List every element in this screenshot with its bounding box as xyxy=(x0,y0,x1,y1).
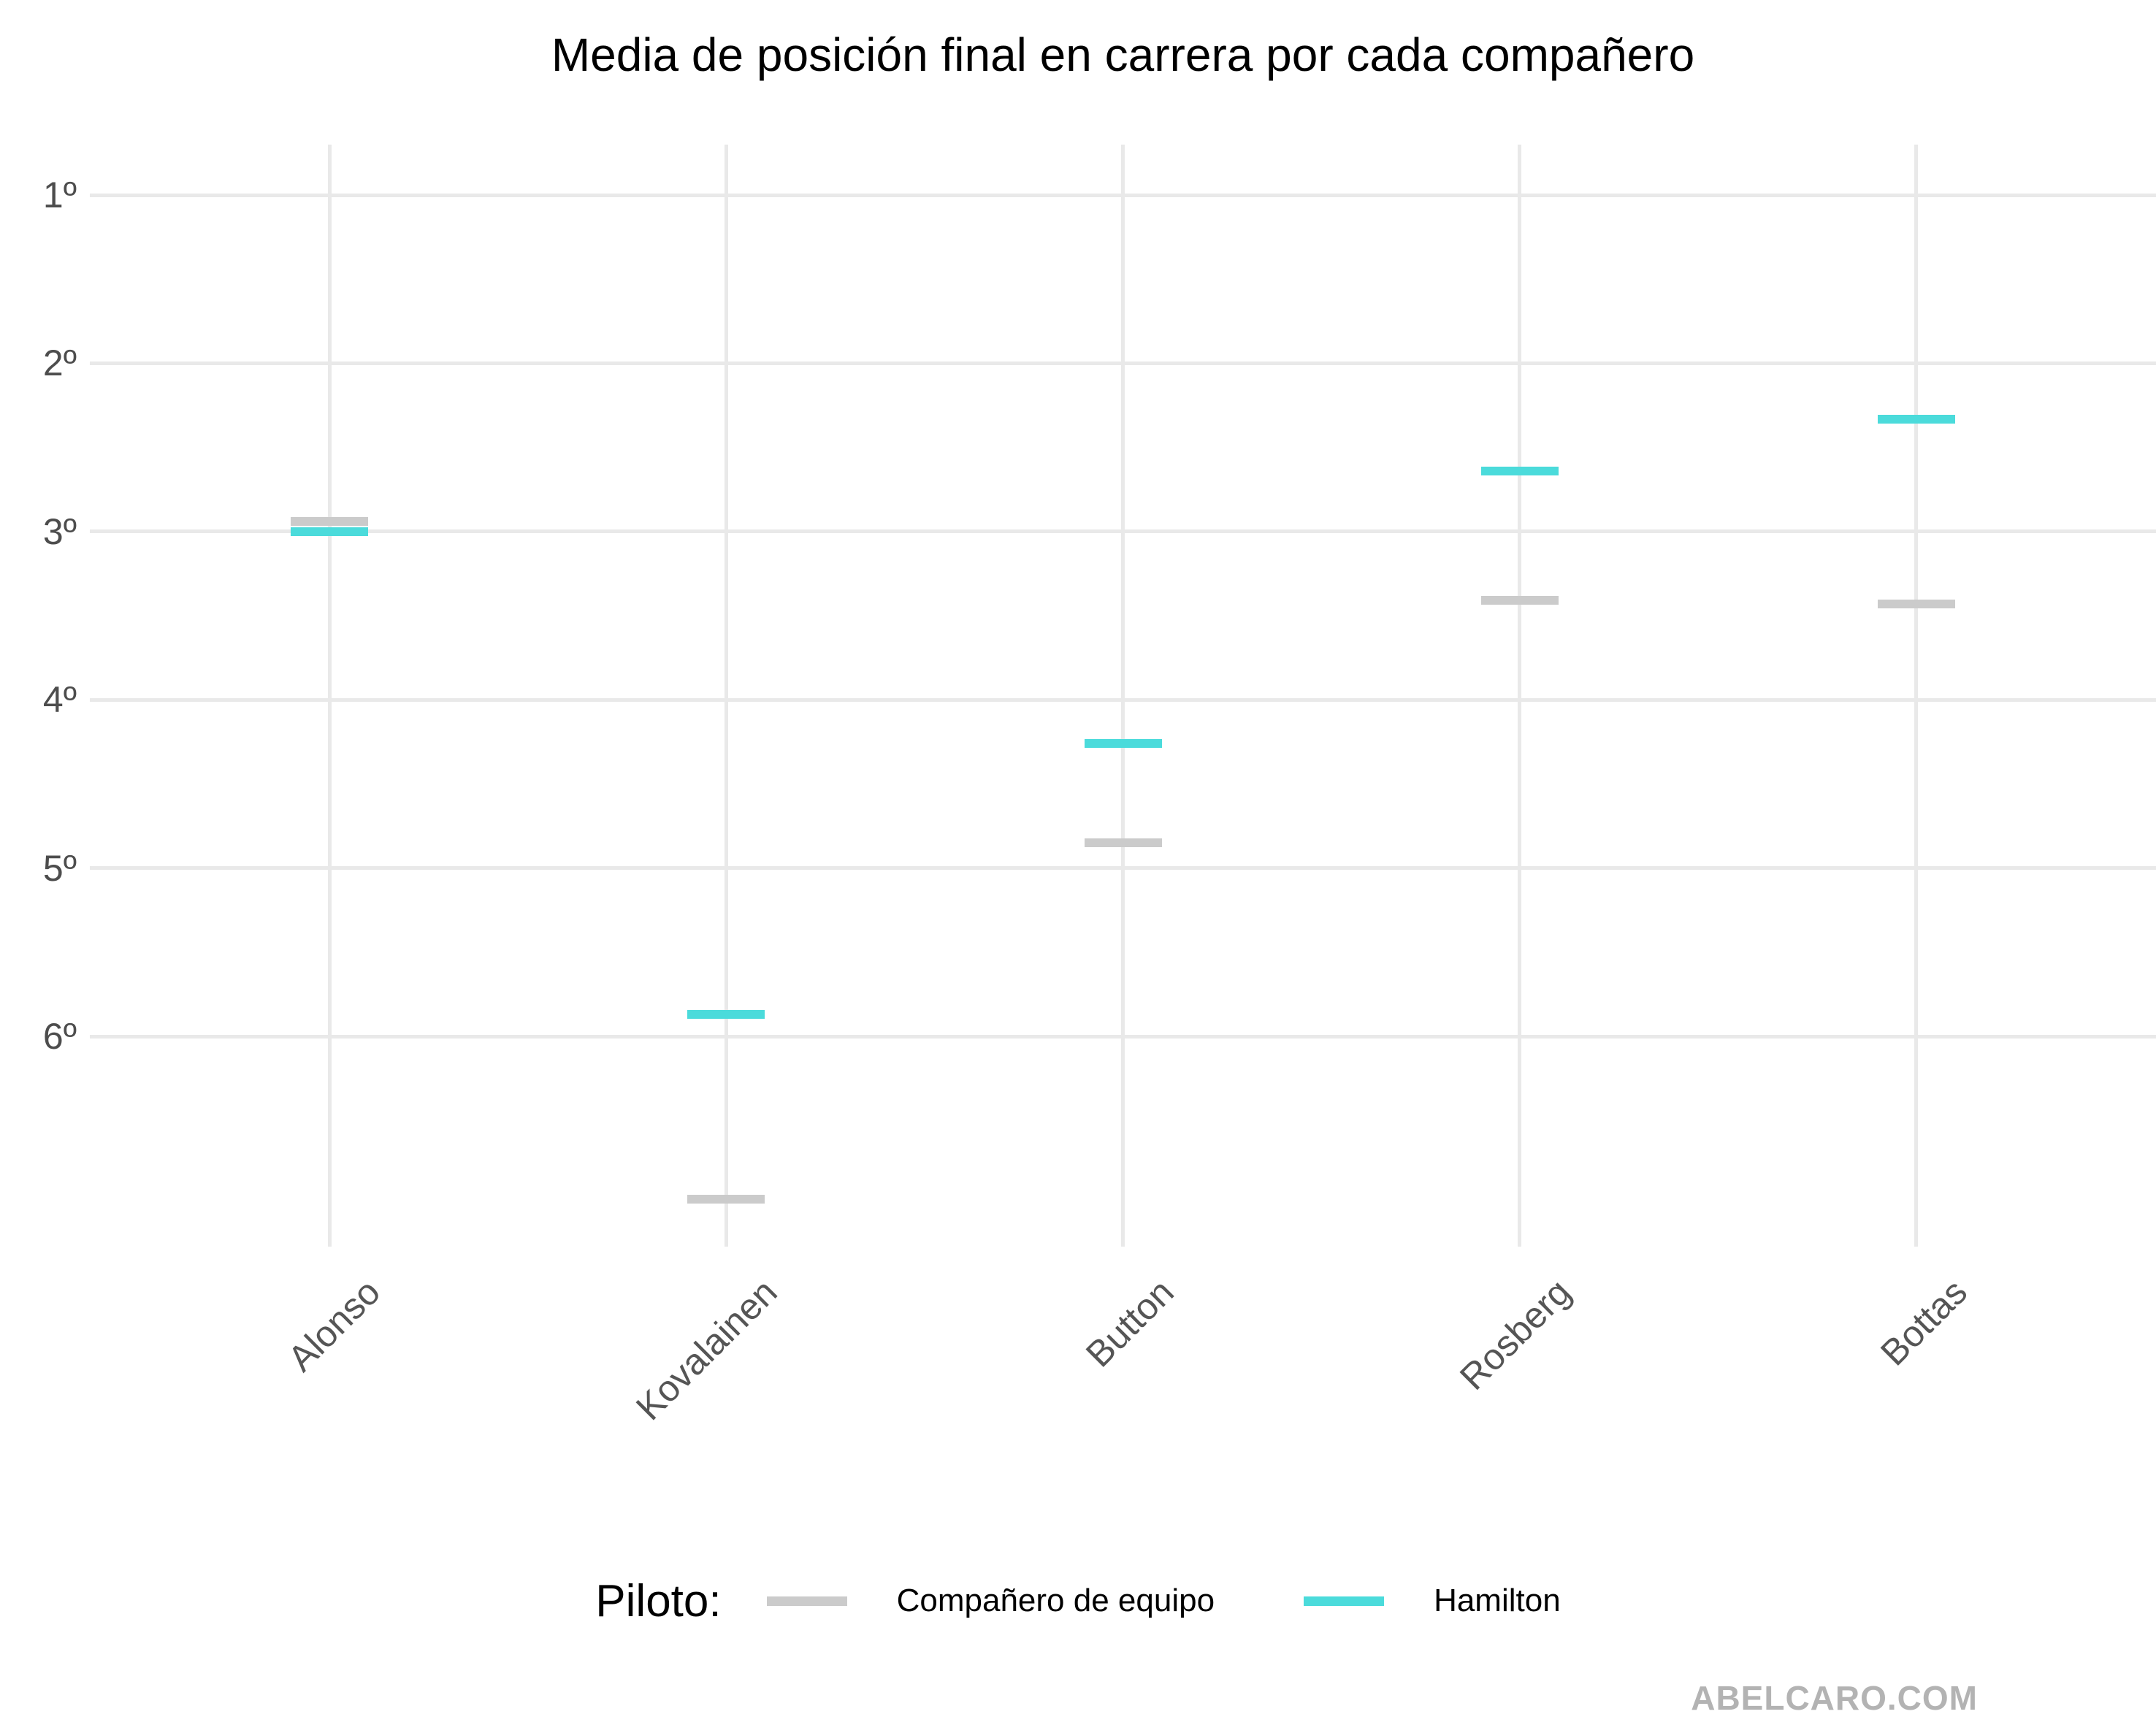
legend-swatch-hamilton xyxy=(1304,1596,1385,1606)
x-axis-label: Button xyxy=(1077,1271,1182,1375)
legend: Piloto: Compañero de equipo Hamilton xyxy=(0,1572,2156,1630)
data-mark-compa-ero-de-equipo xyxy=(1877,599,1955,608)
y-axis-label: 2º xyxy=(42,343,77,384)
gridline-vertical xyxy=(327,145,332,1247)
data-mark-hamilton xyxy=(687,1010,765,1020)
x-axis-label: Rosberg xyxy=(1451,1271,1578,1398)
plot-panel xyxy=(90,145,2156,1247)
data-mark-compa-ero-de-equipo xyxy=(1480,596,1559,605)
gridline-vertical xyxy=(1914,145,1919,1247)
y-axis-label: 1º xyxy=(42,175,77,216)
y-axis-label: 5º xyxy=(42,847,77,889)
data-mark-compa-ero-de-equipo xyxy=(687,1195,765,1204)
chart-title: Media de posición final en carrera por c… xyxy=(551,28,1695,81)
x-axis-label: Alonso xyxy=(280,1271,389,1380)
legend-label-teammate: Compañero de equipo xyxy=(896,1583,1215,1618)
y-axis-label: 4º xyxy=(42,679,77,721)
gridline-vertical xyxy=(1121,145,1125,1247)
gridline-vertical xyxy=(1518,145,1522,1247)
x-axis-label: Kovalainen xyxy=(628,1271,785,1428)
data-mark-hamilton xyxy=(1480,466,1559,475)
data-mark-hamilton xyxy=(291,527,369,536)
y-axis-label: 6º xyxy=(42,1016,77,1057)
watermark: ABELCARO.COM xyxy=(1691,1679,1978,1717)
data-mark-hamilton xyxy=(1084,739,1162,749)
legend-title: Piloto: xyxy=(595,1575,722,1626)
legend-swatch-teammate xyxy=(766,1596,847,1606)
data-mark-hamilton xyxy=(1877,414,1955,424)
x-axis-label: Bottas xyxy=(1873,1271,1976,1374)
legend-label-hamilton: Hamilton xyxy=(1434,1583,1561,1618)
data-mark-compa-ero-de-equipo xyxy=(291,517,369,527)
data-mark-compa-ero-de-equipo xyxy=(1084,838,1162,848)
gridline-vertical xyxy=(724,145,728,1247)
y-axis-label: 3º xyxy=(42,510,77,552)
